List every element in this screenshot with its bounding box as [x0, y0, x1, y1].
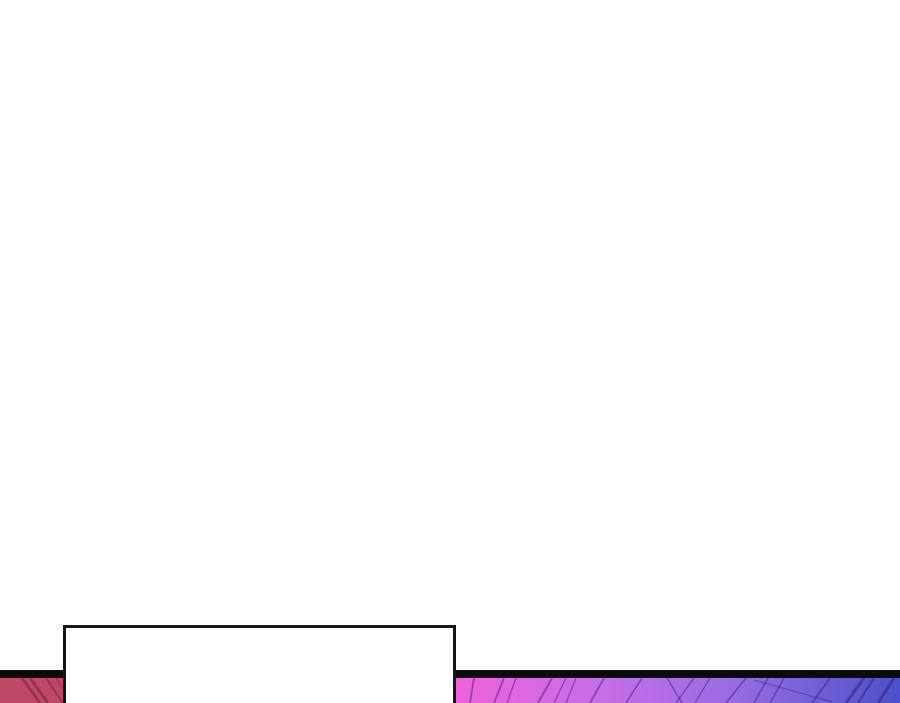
- speed-line: [493, 678, 505, 703]
- speed-line: [844, 678, 866, 703]
- page-blank-space: [0, 0, 900, 670]
- speed-line: [45, 678, 64, 703]
- speed-line: [625, 678, 643, 703]
- speed-line: [553, 678, 567, 703]
- speed-line: [811, 678, 831, 703]
- gradient-fragment-fill: [454, 678, 900, 703]
- speed-line: [666, 678, 683, 703]
- speed-line: [537, 678, 553, 703]
- speed-line: [753, 678, 769, 703]
- speed-line: [753, 679, 833, 703]
- speed-line: [876, 678, 896, 703]
- speed-line: [565, 678, 577, 703]
- speed-line: [469, 678, 475, 703]
- speed-line: [21, 678, 41, 703]
- panel-content: [0, 678, 900, 703]
- speed-line: [589, 678, 605, 703]
- speed-line: [675, 678, 695, 703]
- caption-text: [66, 628, 453, 652]
- speed-line: [29, 678, 49, 703]
- left-panel-fragment: [0, 678, 66, 703]
- speed-line: [857, 678, 875, 703]
- caption-box: [63, 625, 456, 703]
- speed-line: [506, 678, 517, 703]
- speed-line: [694, 678, 711, 703]
- speed-line: [725, 678, 747, 703]
- speed-line: [769, 678, 785, 703]
- gradient-panel-fragment: [454, 678, 900, 703]
